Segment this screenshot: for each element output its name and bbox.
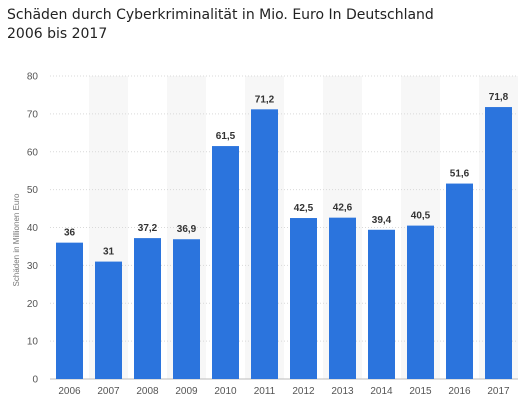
bar (173, 239, 200, 379)
bar (290, 218, 317, 379)
data-label: 61,5 (216, 131, 236, 142)
bar (251, 109, 278, 379)
x-tick-label: 2014 (370, 386, 393, 397)
x-tick-label: 2007 (97, 386, 120, 397)
x-tick-label: 2015 (409, 386, 432, 397)
data-labels: 36 31 37,2 36,9 61,5 71,2 42,5 42,6 39,4 40,5 51,6… (64, 92, 509, 258)
bar (95, 261, 122, 379)
bar (485, 107, 512, 380)
y-tick-label: 0 (32, 375, 38, 386)
bar (56, 242, 83, 379)
gridlines (50, 75, 518, 380)
x-tick-label: 2009 (175, 386, 198, 397)
data-label: 37,2 (138, 223, 158, 234)
bar (407, 225, 434, 379)
y-tick-label: 40 (27, 223, 39, 234)
data-label: 36 (64, 228, 76, 239)
bar (134, 238, 161, 379)
data-label: 36,9 (177, 224, 197, 235)
data-label: 71,2 (255, 94, 275, 105)
x-tick-label: 2008 (136, 386, 159, 397)
x-tick-label: 2011 (254, 386, 276, 397)
y-tick-label: 60 (27, 147, 39, 158)
bar (329, 217, 356, 379)
chart-title-line-1: Schäden durch Cyberkriminalität in Mio. … (7, 7, 434, 23)
y-tick-label: 10 (27, 337, 39, 348)
y-tick-label: 20 (27, 299, 39, 310)
chart-title-line-2: 2006 bis 2017 (7, 26, 108, 42)
data-label: 40,5 (411, 211, 431, 222)
data-label: 31 (103, 247, 115, 258)
chart-title: Schäden durch Cyberkriminalität in Mio. … (7, 6, 434, 44)
y-tick-label: 80 (27, 72, 39, 83)
y-tick-label: 70 (27, 109, 39, 120)
bar (446, 183, 473, 379)
data-label: 39,4 (372, 215, 392, 226)
x-tick-label: 2006 (58, 386, 81, 397)
y-axis-label: Schäden in Millionen Euro (12, 193, 21, 286)
x-tick-label: 2016 (448, 386, 471, 397)
data-label: 42,5 (294, 203, 314, 214)
y-axis-ticks: 0 10 20 30 40 50 60 70 80 (27, 72, 39, 386)
bar (212, 146, 239, 379)
x-axis-ticks: 2006 2007 2008 2009 2010 2011 2012 2013 2014 2015… (58, 386, 510, 397)
x-tick-label: 2010 (214, 386, 237, 397)
data-label: 71,8 (489, 92, 509, 103)
data-label: 42,6 (333, 203, 353, 214)
x-tick-label: 2013 (331, 386, 354, 397)
bars (56, 107, 512, 380)
data-label: 51,6 (450, 169, 470, 180)
bar (368, 229, 395, 379)
y-tick-label: 30 (27, 261, 39, 272)
y-tick-label: 50 (27, 185, 39, 196)
x-tick-label: 2012 (292, 386, 315, 397)
x-tick-label: 2017 (487, 386, 510, 397)
